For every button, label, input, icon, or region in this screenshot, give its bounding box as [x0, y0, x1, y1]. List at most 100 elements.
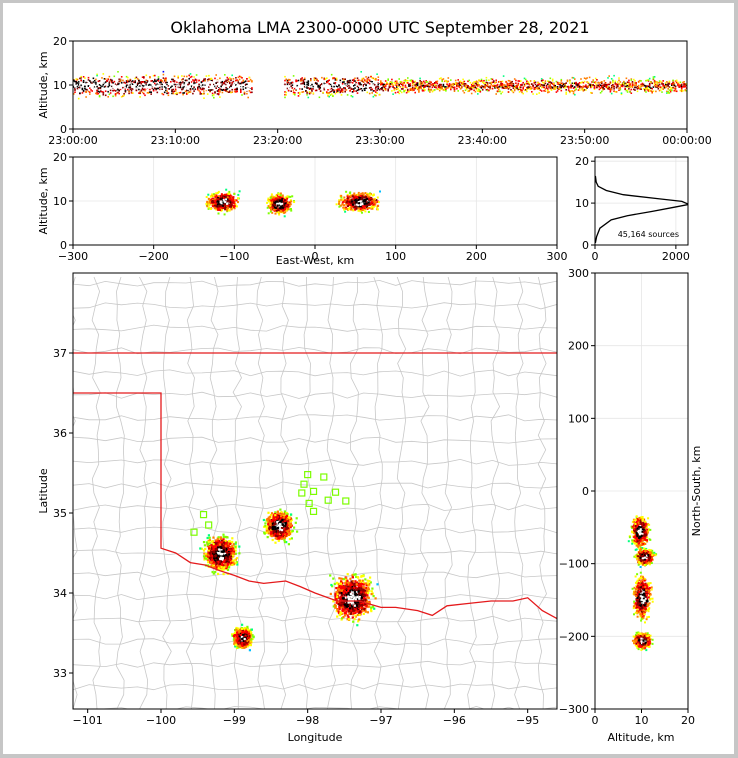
time-height-cell — [193, 82, 195, 85]
east-west-cell — [286, 195, 289, 198]
time-height-cell — [572, 87, 575, 89]
time-height-cell — [92, 81, 95, 83]
time-height-cell — [617, 85, 619, 88]
time-height-cell — [411, 86, 414, 89]
time-height-cell — [172, 82, 175, 84]
plan-view-cell — [238, 545, 241, 548]
time-height-cell — [242, 88, 245, 91]
east-west-cell — [345, 206, 348, 209]
time-height-cell — [662, 83, 664, 85]
time-height-cell — [241, 94, 243, 96]
time-height-cell — [84, 85, 86, 88]
east-west-cell — [228, 209, 231, 212]
east-west-cell — [223, 213, 226, 216]
time-height-cell — [193, 79, 195, 82]
time-height-cell — [146, 84, 149, 86]
time-height-cell — [506, 83, 509, 86]
time-height-cell — [189, 76, 192, 79]
time-height-cell — [230, 85, 232, 88]
time-height-cell — [548, 81, 550, 84]
time-height-cell — [127, 88, 129, 91]
time-height-cell — [590, 86, 592, 89]
time-height-cell — [538, 92, 540, 94]
time-height-cell — [301, 77, 303, 79]
time-height-cell — [547, 80, 549, 82]
time-height-cell — [527, 81, 529, 83]
time-height-cell — [139, 92, 141, 95]
hist-alt-tick-label: 20 — [575, 155, 589, 168]
time-height-cell — [507, 86, 510, 88]
time-height-cell — [353, 78, 355, 81]
time-height-cell — [609, 81, 612, 84]
time-height-cell — [415, 84, 418, 86]
time-height-cell — [330, 90, 333, 92]
east-west-cell — [357, 200, 360, 203]
time-height-cell — [582, 90, 585, 92]
time-height-cell — [339, 79, 342, 82]
time-height-cell — [167, 92, 170, 94]
time-height-cell — [300, 81, 302, 84]
time-height-cell — [77, 83, 80, 85]
time-height-cell — [370, 84, 372, 87]
time-height-cell — [593, 88, 596, 90]
time-height-cell — [101, 77, 103, 79]
time-height-cell — [414, 86, 416, 88]
time-height-cell — [453, 90, 456, 92]
time-height-cell — [214, 86, 216, 89]
time-height-cell — [430, 81, 432, 84]
time-height-cell — [572, 90, 575, 93]
time-height-cell — [294, 93, 296, 96]
time-height-cell — [362, 77, 365, 80]
time-height-cell — [453, 83, 456, 85]
time-height-cell — [618, 79, 620, 82]
time-height-cell — [572, 92, 575, 95]
time-height-cell — [211, 83, 214, 86]
east-west-cell — [225, 193, 228, 196]
time-height-cell — [596, 86, 598, 89]
time-height-cell — [598, 84, 601, 86]
time-height-cell — [551, 79, 554, 82]
time-height-cell — [361, 89, 364, 92]
time-height-cell — [407, 91, 409, 93]
time-height-cell — [529, 80, 532, 82]
time-height-cell — [532, 85, 534, 88]
time-height-cell — [673, 87, 676, 90]
time-height-cell — [430, 88, 432, 91]
east-west-cell — [217, 203, 220, 206]
time-height-cell — [496, 87, 499, 89]
east-west-cell — [271, 200, 274, 203]
time-height-cell — [329, 94, 332, 96]
plan-view-cell — [210, 544, 213, 547]
time-height-cell — [243, 81, 246, 83]
time-height-cell — [199, 91, 202, 93]
time-height-cell — [145, 74, 148, 77]
time-height-cell — [479, 89, 482, 92]
east-west-cell — [215, 194, 218, 197]
time-height-cell — [583, 77, 586, 79]
time-height-cell — [294, 92, 296, 94]
time-height-cell — [248, 88, 251, 90]
time-height-cell — [229, 91, 231, 93]
time-height-cell — [392, 85, 394, 88]
time-height-cell — [599, 92, 602, 94]
east-west-cell — [274, 212, 277, 215]
time-height-cell — [90, 85, 92, 88]
time-height-cell — [684, 89, 687, 92]
time-height-cell — [559, 82, 561, 84]
time-height-cell — [333, 85, 335, 88]
time-height-cell — [334, 83, 337, 86]
time-height-cell — [511, 84, 513, 87]
time-height-cell — [493, 80, 495, 82]
east-west-cell — [352, 209, 355, 212]
time-height-cell — [102, 82, 105, 84]
east-west-cell — [219, 206, 222, 209]
time-height-cell — [502, 87, 505, 89]
time-height-cell — [634, 80, 636, 82]
time-height-cell — [224, 89, 226, 92]
time-height-cell — [551, 87, 554, 89]
time-height-cell — [249, 78, 252, 81]
time-height-cell — [354, 84, 356, 86]
time-height-cell — [222, 85, 225, 88]
time-height-cell — [613, 90, 615, 92]
time-height-cell — [326, 91, 328, 93]
